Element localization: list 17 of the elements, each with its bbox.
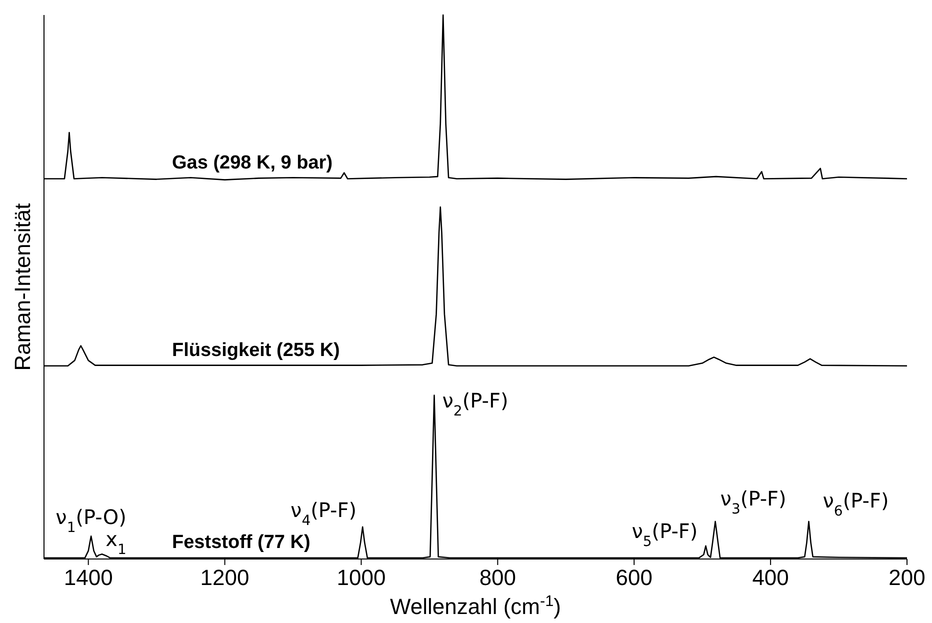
- series-label: Gas (298 K, 9 bar): [172, 152, 333, 174]
- x-tick-label: 1000: [336, 565, 386, 590]
- annotation: ν$_{2}$(P-F): [442, 388, 508, 420]
- x-tick-label: 400: [752, 565, 789, 590]
- annotation: ν$_{3}$(P-F): [720, 486, 786, 518]
- y-axis-title: Raman-Intensität: [10, 203, 35, 371]
- x-tick-label: 200: [888, 565, 926, 590]
- annotation: ν$_{6}$(P-F): [822, 488, 889, 520]
- x-tick-label: 600: [616, 565, 652, 590]
- x-tick-label: 800: [479, 565, 516, 590]
- series-label: Flüssigkeit (255 K): [172, 340, 340, 361]
- annotation: ν$_{4}$(P-F): [290, 498, 357, 529]
- annotation: ν$_{5}$(P-F): [632, 518, 698, 550]
- x-tick-label: 1200: [200, 565, 250, 590]
- series-label: Feststoff (77 K): [172, 532, 310, 553]
- x-axis-title: Wellenzahl (cm$^{-1}$): [390, 592, 561, 619]
- x-tick-label: 1400: [64, 565, 113, 590]
